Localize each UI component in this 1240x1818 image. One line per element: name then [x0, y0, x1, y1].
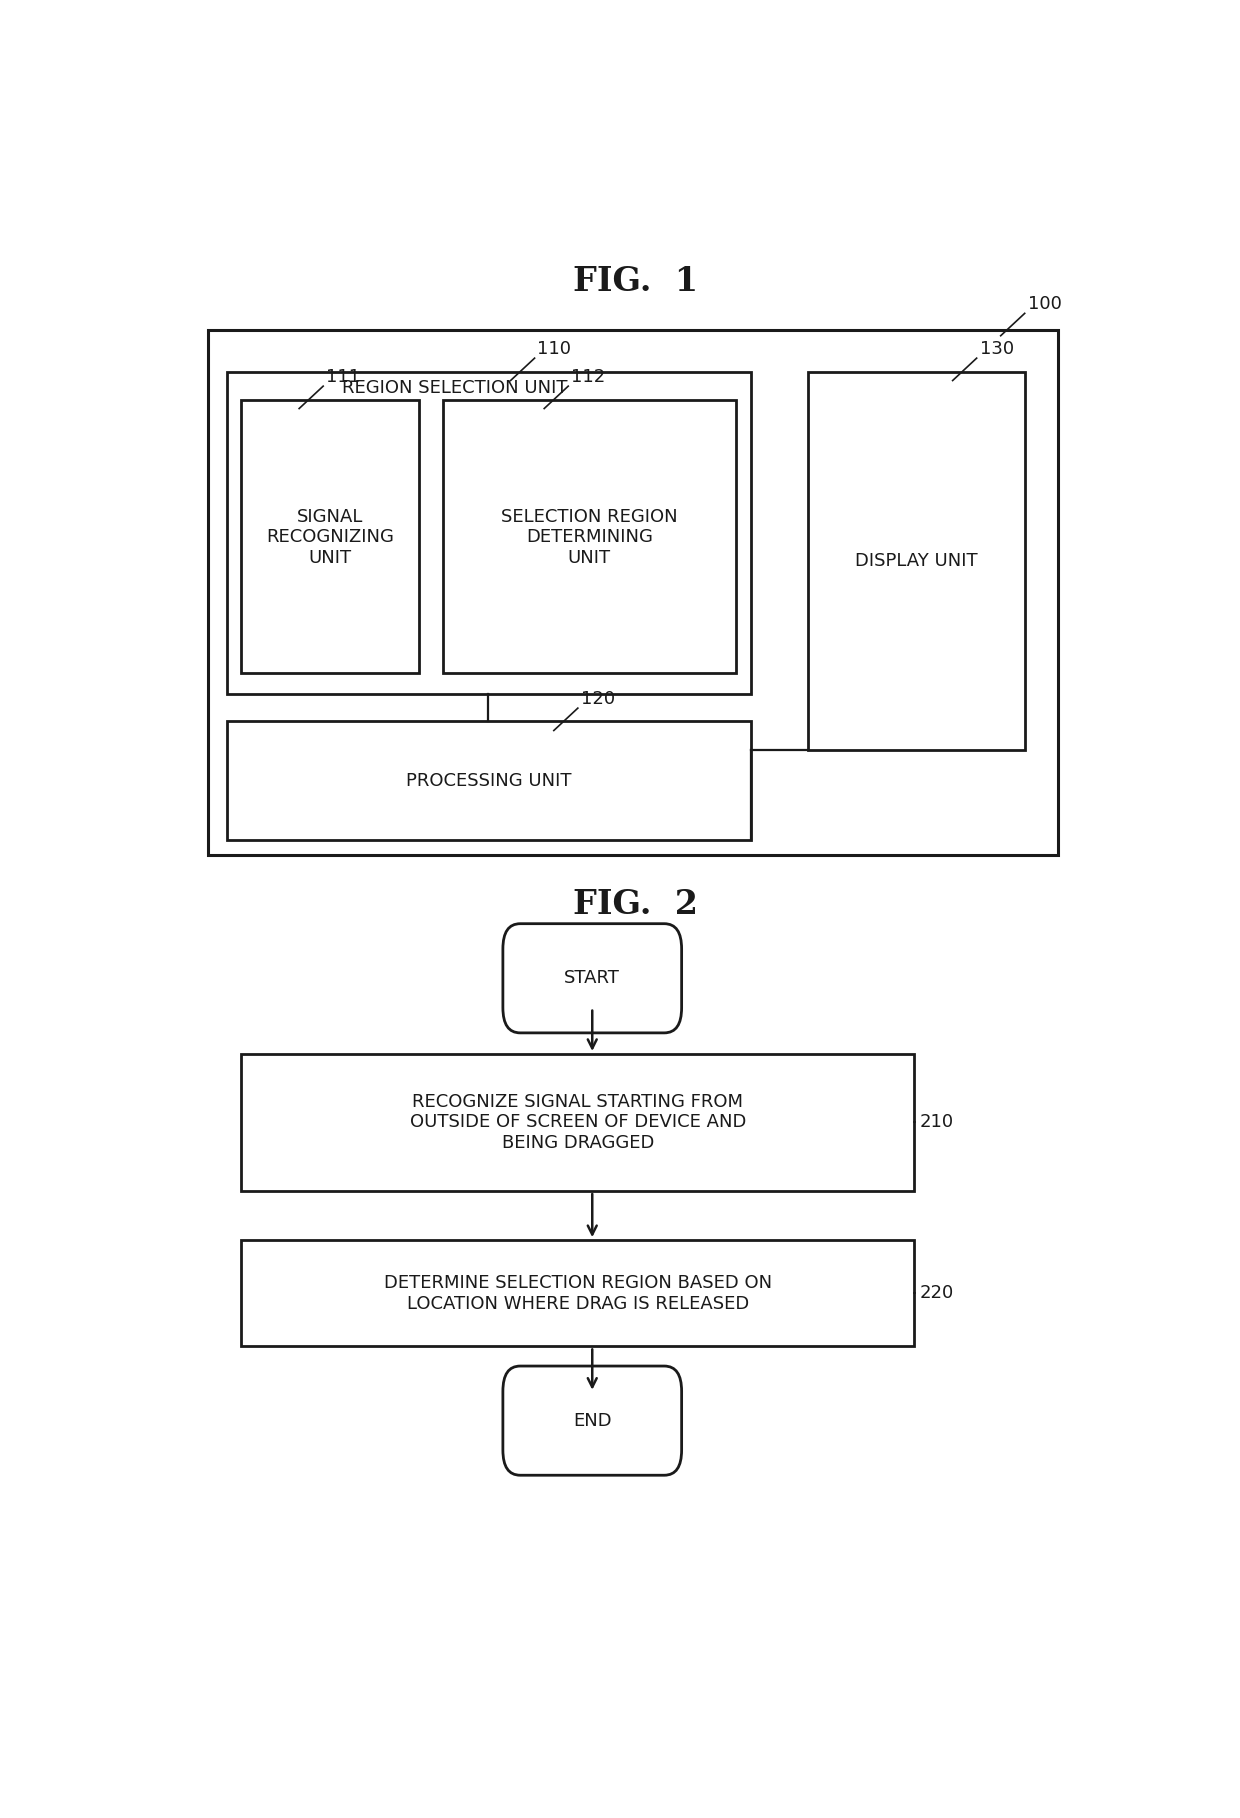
Text: 110: 110: [537, 340, 572, 358]
FancyBboxPatch shape: [227, 720, 751, 840]
Text: REGION SELECTION UNIT: REGION SELECTION UNIT: [342, 378, 568, 396]
Text: 111: 111: [326, 367, 360, 385]
Text: DETERMINE SELECTION REGION BASED ON
LOCATION WHERE DRAG IS RELEASED: DETERMINE SELECTION REGION BASED ON LOCA…: [383, 1274, 773, 1313]
FancyBboxPatch shape: [444, 400, 737, 673]
Text: 220: 220: [920, 1284, 955, 1302]
Text: 120: 120: [580, 691, 615, 709]
Text: FIG.  2: FIG. 2: [573, 887, 698, 920]
FancyBboxPatch shape: [242, 400, 419, 673]
FancyBboxPatch shape: [242, 1240, 914, 1347]
Text: 210: 210: [920, 1113, 954, 1131]
FancyBboxPatch shape: [503, 1365, 682, 1474]
Text: 130: 130: [980, 340, 1013, 358]
Text: PROCESSING UNIT: PROCESSING UNIT: [405, 773, 572, 789]
FancyBboxPatch shape: [208, 331, 1059, 854]
Text: 112: 112: [572, 367, 605, 385]
FancyBboxPatch shape: [808, 373, 1024, 751]
Text: FIG.  1: FIG. 1: [573, 265, 698, 298]
Text: DISPLAY UNIT: DISPLAY UNIT: [854, 553, 977, 571]
Text: START: START: [564, 969, 620, 987]
Text: SIGNAL
RECOGNIZING
UNIT: SIGNAL RECOGNIZING UNIT: [267, 507, 394, 567]
Text: RECOGNIZE SIGNAL STARTING FROM
OUTSIDE OF SCREEN OF DEVICE AND
BEING DRAGGED: RECOGNIZE SIGNAL STARTING FROM OUTSIDE O…: [409, 1093, 746, 1153]
FancyBboxPatch shape: [242, 1054, 914, 1191]
Text: END: END: [573, 1411, 611, 1429]
FancyBboxPatch shape: [503, 924, 682, 1033]
Text: SELECTION REGION
DETERMINING
UNIT: SELECTION REGION DETERMINING UNIT: [501, 507, 678, 567]
FancyBboxPatch shape: [227, 373, 751, 694]
Text: 100: 100: [1028, 295, 1061, 313]
